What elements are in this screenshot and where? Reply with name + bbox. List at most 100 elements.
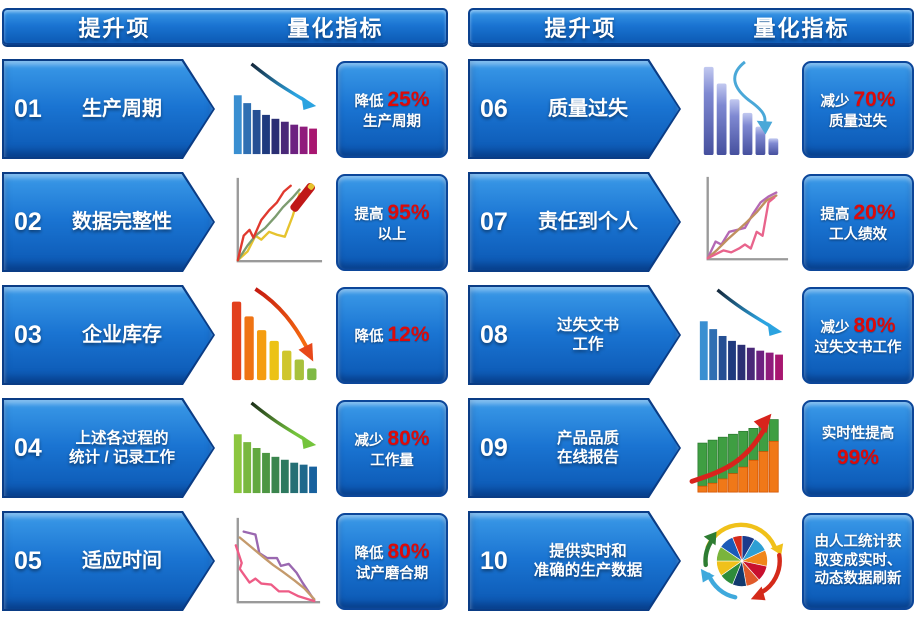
arrow-banner-content: 03 企业库存 — [2, 285, 215, 385]
metric-result-text: 由人工统计获 — [814, 533, 902, 550]
metric-result-text: 过失文书工作 — [814, 340, 902, 357]
metric-result-box: 提高 95% 以上 — [336, 173, 448, 271]
metric-result-text: 提高 — [820, 206, 854, 223]
item-title: 企业库存 — [55, 323, 189, 348]
metric-result-text: 降低 — [354, 93, 388, 110]
item-title-line: 产品品质 — [556, 429, 619, 447]
falling-lines-chart-icon — [215, 511, 336, 611]
improvement-row: 09 产品品质 在线报告 实时性提高 99% — [468, 398, 914, 498]
arrow-banner-content: 04 上述各过程的 统计 / 记录工作 — [2, 398, 215, 498]
item-title: 质量过失 — [521, 97, 655, 122]
metric-result-text-accent: 80% — [853, 313, 896, 337]
metric-result-line: 实时性提高 — [822, 425, 895, 444]
item-title: 产品品质 在线报告 — [521, 429, 655, 468]
declining-bars-green-chart-icon — [215, 398, 336, 498]
metric-result-text: 减少 — [820, 319, 854, 336]
metric-result-line: 提高 95% — [354, 199, 429, 226]
improvement-row: 01 生产周期 降低 25% 生产周期 — [2, 59, 448, 159]
item-number: 05 — [14, 546, 42, 575]
metric-result-text-accent: 80% — [387, 426, 430, 450]
metric-result-text-accent: 99% — [836, 445, 880, 469]
rising-striped-bars-chart-icon — [681, 398, 802, 498]
arrow-banner-fill — [4, 513, 213, 609]
item-title-line: 适应时间 — [82, 549, 162, 572]
table-header-bar: 提升项 量化指标 — [468, 8, 914, 45]
item-title-line: 准确的生产数据 — [533, 562, 643, 579]
item-number: 04 — [14, 433, 42, 462]
arrow-banner-content: 02 数据完整性 — [2, 172, 215, 272]
table-header-bar: 提升项 量化指标 — [2, 8, 448, 45]
improvement-row: 07 责任到个人 提高 20% 工人绩效 — [468, 172, 914, 272]
item-title-line: 提供实时和 — [549, 542, 627, 560]
metric-result-text: 试产磨合期 — [355, 566, 429, 583]
metric-result-text-accent: 25% — [387, 87, 430, 111]
item-arrow-banner: 08 过失文书 工作 — [468, 285, 681, 385]
metric-result-text: 减少 — [820, 93, 854, 110]
metric-result-text-accent: 20% — [853, 200, 896, 224]
item-arrow-banner: 04 上述各过程的 统计 / 记录工作 — [2, 398, 215, 498]
improvement-row: 04 上述各过程的 统计 / 记录工作 减少 80% 工作量 — [2, 398, 448, 498]
arrow-banner-fill — [4, 400, 213, 496]
arrow-banner-fill — [470, 61, 679, 157]
arrow-banner-content: 07 责任到个人 — [468, 172, 681, 272]
item-title-line: 过失文书 — [556, 316, 619, 334]
metric-result-line: 降低 25% — [354, 86, 429, 113]
header-label-improvement-item: 提升项 — [78, 15, 151, 41]
item-title: 过失文书 工作 — [521, 316, 655, 355]
metric-result-text: 降低 — [354, 545, 388, 562]
metric-result-line: 工人绩效 — [829, 226, 887, 245]
arrow-banner-fill — [470, 513, 679, 609]
metric-result-box: 减少 80% 工作量 — [336, 399, 448, 497]
item-title-line: 企业库存 — [82, 323, 162, 346]
metric-result-box: 降低 12% — [336, 286, 448, 384]
item-arrow-banner: 01 生产周期 — [2, 59, 215, 159]
metric-result-line: 以上 — [378, 226, 407, 245]
declining-bars-indigo-chart-icon — [681, 59, 802, 159]
item-title-line: 责任到个人 — [538, 210, 638, 233]
metric-result-text-accent: 80% — [387, 539, 430, 563]
item-title-line: 上述各过程的 — [75, 429, 169, 447]
header-label-improvement-item: 提升项 — [544, 15, 617, 41]
item-title-line: 数据完整性 — [72, 210, 172, 233]
item-title-line: 生产周期 — [82, 97, 162, 120]
arrow-banner-content: 01 生产周期 — [2, 59, 215, 159]
item-number: 01 — [14, 94, 42, 123]
item-title: 上述各过程的 统计 / 记录工作 — [55, 429, 189, 468]
metric-result-line: 降低 12% — [354, 321, 429, 348]
item-number: 08 — [480, 320, 508, 349]
metric-result-text: 质量过失 — [829, 114, 887, 131]
metric-result-box: 减少 70% 质量过失 — [802, 60, 914, 158]
metric-result-line: 取变成实时、 — [815, 552, 902, 571]
metric-result-line: 由人工统计获 — [815, 533, 902, 552]
item-number: 07 — [480, 207, 508, 236]
item-number: 03 — [14, 320, 42, 349]
column-2: 提升项 量化指标 06 质量过失 减少 70% 质量过失 07 责任到个人 提高 20% 工人绩效… — [468, 8, 914, 611]
metric-result-box: 降低 25% 生产周期 — [336, 60, 448, 158]
improvement-row: 10 提供实时和准确的生产数据 由人工统计获 取变成实时、 动态数据刷新 — [468, 511, 914, 611]
item-number: 06 — [480, 94, 508, 123]
metric-result-text: 提高 — [354, 206, 388, 223]
metric-result-text: 动态数据刷新 — [814, 571, 902, 588]
arrow-banner-fill — [470, 174, 679, 270]
item-arrow-banner: 06 质量过失 — [468, 59, 681, 159]
metric-result-text: 实时性提高 — [821, 425, 895, 442]
metric-result-text: 取变成实时、 — [814, 552, 902, 569]
rising-lines-marker-chart-icon — [215, 172, 336, 272]
declining-bars-blue-chart-icon — [681, 285, 802, 385]
item-title-line: 统计 / 记录工作 — [69, 449, 175, 466]
improvement-row: 02 数据完整性 提高 95% 以上 — [2, 172, 448, 272]
item-title: 数据完整性 — [55, 210, 189, 235]
metric-result-line: 工作量 — [370, 452, 414, 471]
item-arrow-banner: 05 适应时间 — [2, 511, 215, 611]
item-arrow-banner: 02 数据完整性 — [2, 172, 215, 272]
header-label-quantified-metric: 量化指标 — [753, 15, 850, 41]
pie-cycle-arrows-chart-icon — [681, 511, 802, 611]
columns-wrapper: 提升项 量化指标 01 生产周期 降低 25% 生产周期 02 数据完整性 提高 95% 以上 03… — [2, 8, 916, 611]
arrow-banner-content: 06 质量过失 — [468, 59, 681, 159]
metric-result-text: 降低 — [354, 329, 388, 346]
metric-result-box: 由人工统计获 取变成实时、 动态数据刷新 — [802, 512, 914, 610]
item-number: 10 — [480, 546, 508, 575]
metric-result-line: 生产周期 — [363, 113, 421, 132]
rising-lines-chart-icon — [681, 172, 802, 272]
